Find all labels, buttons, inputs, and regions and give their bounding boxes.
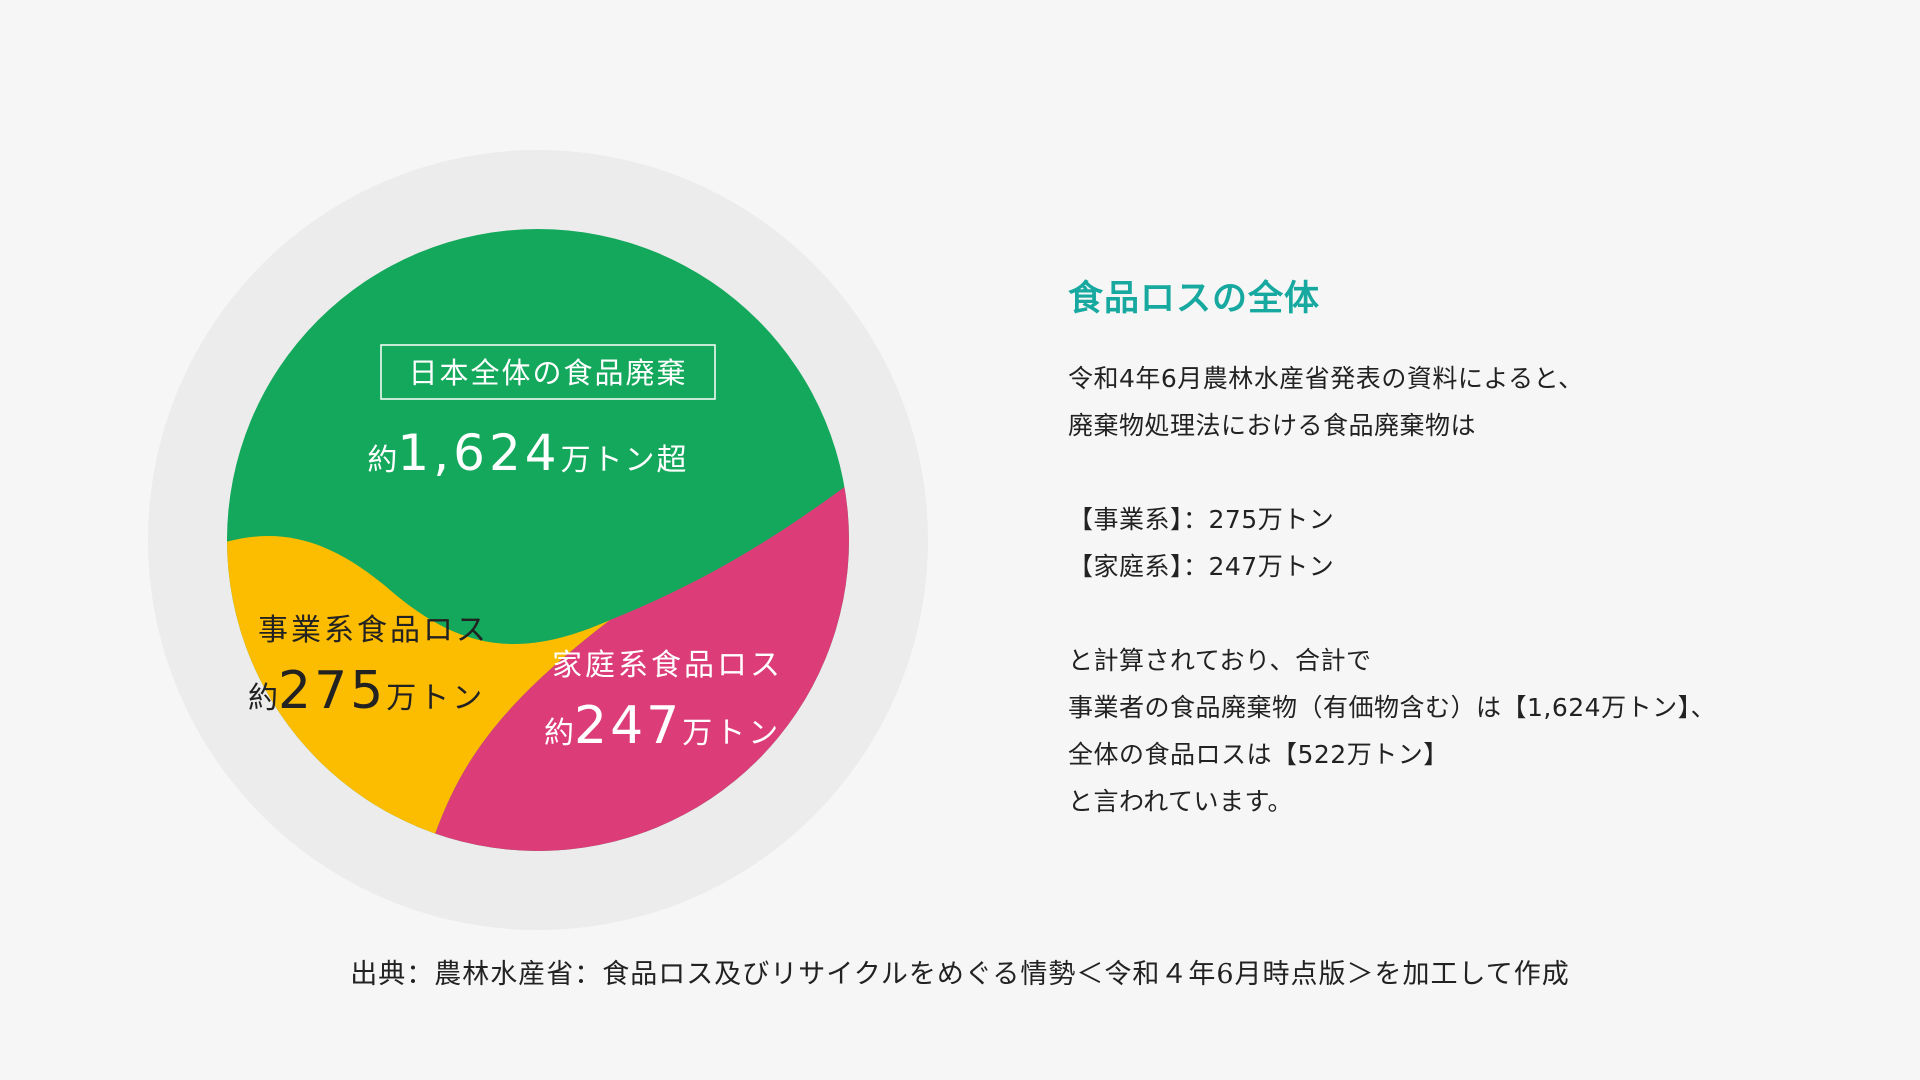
info-line: 【家庭系】：247万トン (1068, 552, 1335, 581)
business-loss-value: 約275万トン (248, 661, 485, 721)
info-line: と計算されており、合計で (1068, 646, 1372, 675)
household-loss-value: 約247万トン (544, 696, 781, 756)
info-panel: 食品ロスの全体 令和4年6月農林水産省発表の資料によると、 廃棄物処理法における… (1068, 270, 1868, 825)
business-loss-name: 事業系食品ロス (258, 613, 489, 648)
info-line: 全体の食品ロスは【522万トン】 (1068, 740, 1449, 769)
info-line: 廃棄物処理法における食品廃棄物は (1068, 411, 1477, 440)
info-line: 事業者の食品廃棄物（有価物含む）は【1,624万トン】、 (1068, 693, 1717, 722)
info-heading: 食品ロスの全体 (1068, 279, 1321, 319)
source-note: 出典：農林水産省：食品ロス及びリサイクルをめぐる情勢＜令和４年6月時点版＞を加工… (350, 959, 1570, 990)
info-line: 【事業系】：275万トン (1068, 505, 1335, 534)
household-loss-name: 家庭系食品ロス (552, 648, 783, 683)
total-title: 日本全体の食品廃棄 (408, 356, 687, 390)
info-line: と言われています。 (1068, 787, 1294, 816)
total-title-box (380, 344, 716, 400)
info-line: 令和4年6月農林水産省発表の資料によると、 (1068, 364, 1584, 393)
info-body: 令和4年6月農林水産省発表の資料によると、 廃棄物処理法における食品廃棄物は 【… (1068, 355, 1868, 825)
total-value-label: 約1,624万トン超 (367, 424, 688, 482)
